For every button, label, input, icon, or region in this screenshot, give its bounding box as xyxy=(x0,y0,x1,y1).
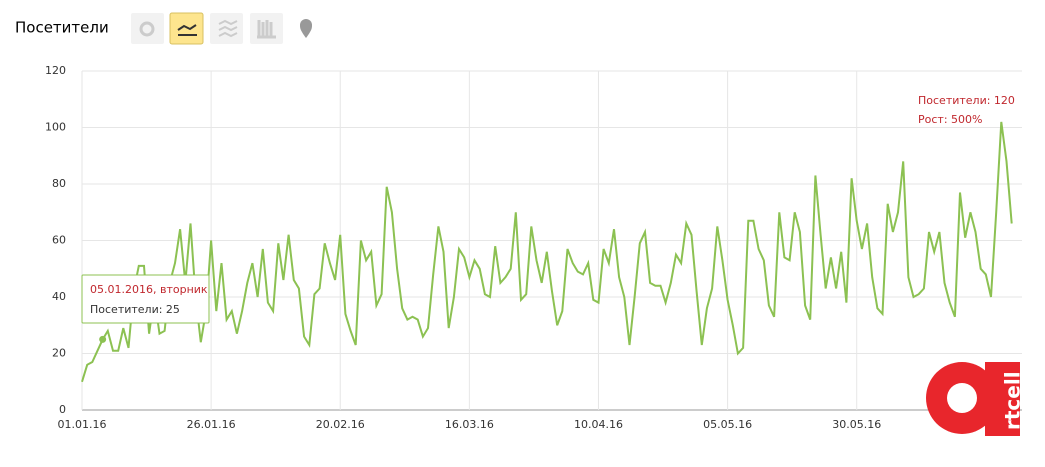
line xyxy=(81,121,1013,383)
y-tick-label: 0 xyxy=(59,403,66,416)
tooltip-value: Посетители: 25 xyxy=(90,303,180,316)
title: Посетители xyxy=(15,19,109,37)
tooltip: 05.01.2016, вторник Посетители: 25 xyxy=(81,274,210,324)
map-button[interactable] xyxy=(300,19,312,38)
logo-hole xyxy=(947,383,977,413)
logo-bar xyxy=(985,362,1020,436)
x-tick-label: 05.05.16 xyxy=(703,418,752,431)
y-tick-label: 80 xyxy=(52,177,66,190)
line-button[interactable] xyxy=(169,12,204,45)
x-tick-label: 10.04.16 xyxy=(574,418,623,431)
x-tick-label: 16.03.16 xyxy=(445,418,494,431)
tooltip-date: 05.01.2016, вторник xyxy=(90,283,208,296)
x-tick-label: 01.01.16 xyxy=(58,418,107,431)
icon xyxy=(218,19,238,38)
toolbar xyxy=(131,12,312,45)
y-tick-label: 20 xyxy=(52,347,66,360)
y-tick-label: 60 xyxy=(52,234,66,247)
y-tick-label: 120 xyxy=(45,64,66,77)
x-tick-label: 30.05.16 xyxy=(832,418,881,431)
y-tick-label: 40 xyxy=(52,290,66,303)
icon xyxy=(139,21,155,37)
pie-button[interactable] xyxy=(131,13,164,44)
tooltip-box xyxy=(81,274,210,324)
plot: 0 20 40 60 80 100 120 01.01.16 26.01.16 20.02.16 1… xyxy=(45,64,1022,431)
hover-point xyxy=(99,335,107,343)
icon xyxy=(177,24,197,36)
x-tick-label: 26.01.16 xyxy=(187,418,236,431)
watermark: rtcell xyxy=(926,362,1025,436)
icon xyxy=(257,20,276,39)
y-tick-label: 100 xyxy=(45,121,66,134)
annotation: Рост: 500% xyxy=(918,113,982,126)
logo-text: rtcell xyxy=(1001,371,1025,430)
annotation: Посетители: 120 xyxy=(918,94,1015,107)
x-tick-label: 20.02.16 xyxy=(316,418,365,431)
